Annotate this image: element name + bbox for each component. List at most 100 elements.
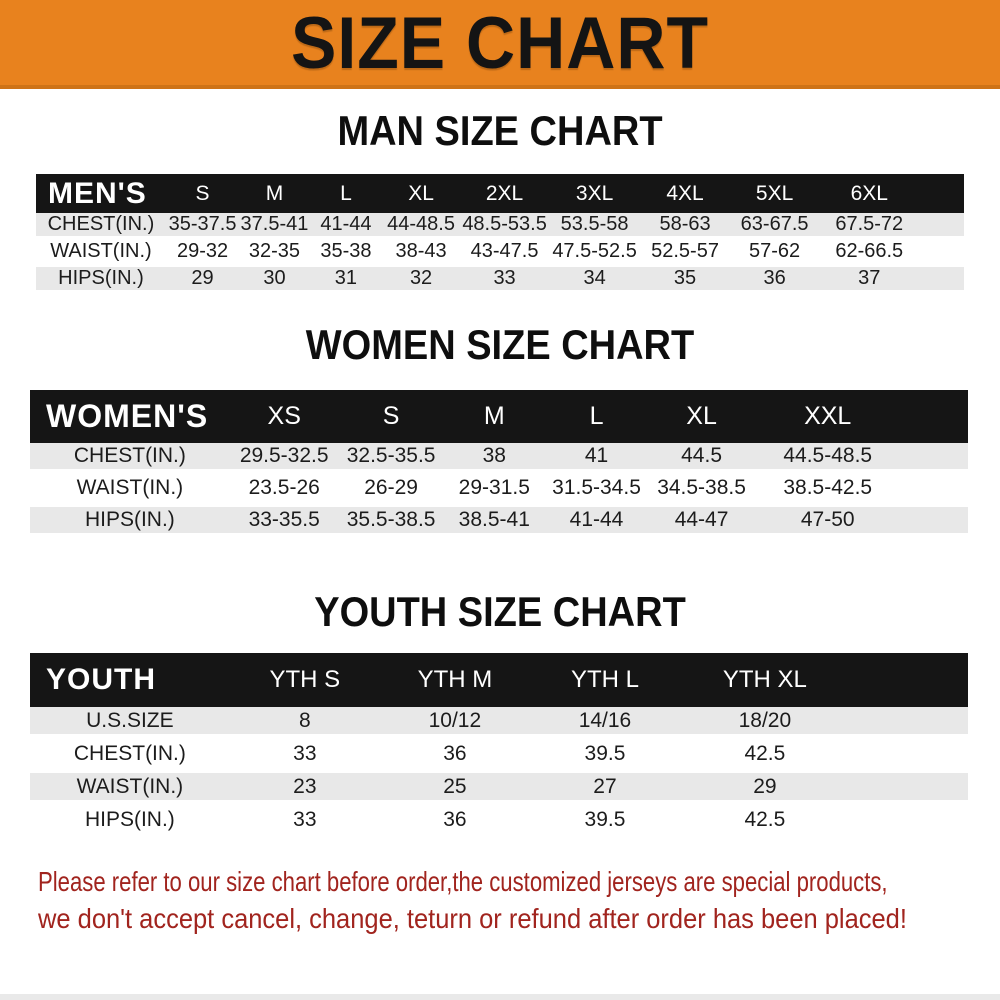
row-filler xyxy=(919,213,964,240)
size-value: 25 xyxy=(379,773,530,806)
measurement-label: CHEST(IN.) xyxy=(36,213,166,240)
size-value: 31 xyxy=(309,267,383,294)
size-value: 42.5 xyxy=(680,806,850,839)
size-value: 27 xyxy=(529,773,681,806)
size-value: 53.5-58 xyxy=(549,213,641,240)
size-column-header: XS xyxy=(229,390,339,443)
size-value: 36 xyxy=(379,806,530,839)
size-value: 62-66.5 xyxy=(819,240,920,267)
size-column-header: YTH XL xyxy=(680,653,850,707)
measurement-label: WAIST(IN.) xyxy=(36,240,166,267)
size-value: 39.5 xyxy=(529,740,681,773)
bottom-edge-strip xyxy=(0,994,1000,1000)
size-column-header: L xyxy=(309,174,383,213)
size-value: 58-63 xyxy=(640,213,731,240)
measurement-label: HIPS(IN.) xyxy=(36,267,166,294)
size-value: 57-62 xyxy=(730,240,820,267)
measurement-row: CHEST(IN.) 29.5-32.5 32.5-35.5 38 41 44.5 44.5… xyxy=(30,443,968,475)
row-filler xyxy=(919,267,964,294)
size-value: 29.5-32.5 xyxy=(229,443,339,475)
size-value: 44.5-48.5 xyxy=(755,443,901,475)
size-value: 8 xyxy=(229,707,380,740)
measurement-label: WAIST(IN.) xyxy=(30,475,230,507)
size-value: 14/16 xyxy=(529,707,681,740)
size-value: 41-44 xyxy=(544,507,649,539)
size-value: 52.5-57 xyxy=(640,240,731,267)
size-column-header: M xyxy=(239,174,310,213)
measurement-row: HIPS(IN.) 33-35.5 35.5-38.5 38.5-41 41-44 44-… xyxy=(30,507,968,539)
size-value: 33 xyxy=(229,740,380,773)
size-value: 38-43 xyxy=(382,240,461,267)
size-value: 44-47 xyxy=(648,507,756,539)
size-column-header: S xyxy=(165,174,240,213)
measurement-row: CHEST(IN.) 35-37.5 37.5-41 41-44 44-48.5 48.5… xyxy=(36,213,964,240)
measurement-row: CHEST(IN.) 33 36 39.5 42.5 xyxy=(30,740,968,773)
size-value: 38 xyxy=(443,443,545,475)
size-value: 38.5-42.5 xyxy=(755,475,901,507)
size-value: 47-50 xyxy=(755,507,901,539)
banner-title: SIZE CHART xyxy=(291,1,709,84)
size-value: 33 xyxy=(229,806,380,839)
size-value: 23.5-26 xyxy=(229,475,339,507)
youth-size-table: YOUTH YTH S YTH M YTH L YTH XL U.S.SIZE 8 10/12… xyxy=(30,653,968,839)
size-column-header: 2XL xyxy=(460,174,550,213)
size-value: 47.5-52.5 xyxy=(549,240,641,267)
size-value: 29-32 xyxy=(165,240,240,267)
row-filler xyxy=(849,806,968,839)
size-value: 41-44 xyxy=(309,213,383,240)
row-filler xyxy=(900,475,968,507)
size-column-header: 4XL xyxy=(640,174,731,213)
size-column-header: YTH S xyxy=(229,653,380,707)
header-filler xyxy=(919,174,964,213)
size-value: 23 xyxy=(229,773,380,806)
size-value: 38.5-41 xyxy=(443,507,545,539)
row-filler xyxy=(849,773,968,806)
size-column-header: XXL xyxy=(755,390,901,443)
size-value: 35 xyxy=(640,267,731,294)
size-value: 32 xyxy=(382,267,461,294)
size-value: 37.5-41 xyxy=(239,213,310,240)
women-section-title: WOMEN SIZE CHART xyxy=(305,322,695,370)
row-filler xyxy=(849,707,968,740)
men-size-table: MEN'S S M L XL 2XL 3XL 4XL 5XL 6XL CHEST(IN.) 35-37… xyxy=(36,174,964,294)
size-value: 35-38 xyxy=(309,240,383,267)
header-filler xyxy=(900,390,968,443)
size-value: 37 xyxy=(819,267,920,294)
youth-section: YOUTH SIZE CHART YOUTH YTH S YTH M YTH L YTH… xyxy=(0,589,1000,839)
row-filler xyxy=(919,240,964,267)
row-filler xyxy=(849,740,968,773)
row-filler xyxy=(900,507,968,539)
size-value: 41 xyxy=(544,443,649,475)
table-corner-label: YOUTH xyxy=(30,653,230,707)
size-value: 48.5-53.5 xyxy=(460,213,550,240)
measurement-row: WAIST(IN.) 29-32 32-35 35-38 38-43 43-47.5 47.… xyxy=(36,240,964,267)
women-size-table: WOMEN'S XS S M L XL XXL CHEST(IN.) 29.5-32.5 32.5… xyxy=(30,390,968,539)
measurement-label: WAIST(IN.) xyxy=(30,773,230,806)
size-column-header: XL xyxy=(648,390,756,443)
measurement-label: HIPS(IN.) xyxy=(30,806,230,839)
size-value: 34 xyxy=(549,267,641,294)
size-value: 30 xyxy=(239,267,310,294)
measurement-label: CHEST(IN.) xyxy=(30,740,230,773)
measurement-label: CHEST(IN.) xyxy=(30,443,230,475)
row-filler xyxy=(900,443,968,475)
order-disclaimer: Please refer to our size chart before or… xyxy=(38,863,1000,937)
size-value: 34.5-38.5 xyxy=(648,475,756,507)
size-value: 10/12 xyxy=(379,707,530,740)
measurement-label: U.S.SIZE xyxy=(30,707,230,740)
youth-section-title: YOUTH SIZE CHART xyxy=(314,589,686,637)
size-column-header: L xyxy=(544,390,649,443)
size-column-header: M xyxy=(443,390,545,443)
size-value: 32-35 xyxy=(239,240,310,267)
size-value: 18/20 xyxy=(680,707,850,740)
size-value: 32.5-35.5 xyxy=(338,443,444,475)
women-section: WOMEN SIZE CHART WOMEN'S XS S M L XL XXL CHEST(… xyxy=(0,322,1000,539)
table-corner-label: WOMEN'S xyxy=(30,390,230,443)
size-column-header: YTH L xyxy=(529,653,681,707)
size-value: 29-31.5 xyxy=(443,475,545,507)
size-value: 33-35.5 xyxy=(229,507,339,539)
size-value: 44-48.5 xyxy=(382,213,461,240)
measurement-row: HIPS(IN.) 29 30 31 32 33 34 35 36 37 xyxy=(36,267,964,294)
size-column-header: 3XL xyxy=(549,174,641,213)
size-column-header: 5XL xyxy=(730,174,820,213)
